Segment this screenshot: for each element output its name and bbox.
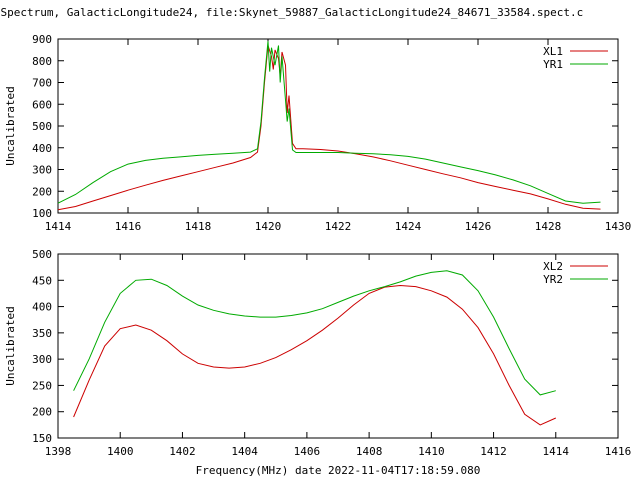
x-tick-label: 1422 [325, 220, 352, 233]
x-tick-label: 1430 [605, 220, 632, 233]
chart-panel-1: 1414 1416 1418 1420 1422 1424 1426 1428 1430 100 2… [4, 33, 631, 233]
y-tick-label: 400 [32, 301, 52, 314]
series-line-yr2 [73, 270, 556, 396]
x-tick-label: 1406 [294, 445, 321, 458]
y-tick-label: 200 [32, 185, 52, 198]
y-axis-label: Uncalibrated [4, 306, 17, 385]
x-tick-label: 1404 [231, 445, 258, 458]
x-tick-label: 1420 [255, 220, 282, 233]
x-tick-label: 1398 [45, 445, 72, 458]
y-tick-label: 100 [32, 207, 52, 220]
legend-label-xl2: XL2 [543, 260, 563, 273]
x-tick-label: 1410 [418, 445, 445, 458]
legend-label-yr2: YR2 [543, 273, 563, 286]
y-tick-label: 900 [32, 33, 52, 46]
x-tick-label: 1426 [465, 220, 492, 233]
x-tick-label: 1416 [605, 445, 632, 458]
series-line-xl2 [73, 284, 557, 426]
y-tick-label: 800 [32, 55, 52, 68]
y-tick-label: 500 [32, 248, 52, 261]
x-tick-label: 1400 [107, 445, 134, 458]
y-tick-label: 300 [32, 353, 52, 366]
legend-label-yr1: YR1 [543, 58, 563, 71]
y-tick-label: 250 [32, 379, 52, 392]
y-tick-label: 300 [32, 164, 52, 177]
y-tick-label: 350 [32, 327, 52, 340]
x-tick-label: 1418 [185, 220, 212, 233]
y-tick-label: 700 [32, 77, 52, 90]
legend-label-xl1: XL1 [543, 45, 563, 58]
y-tick-label: 600 [32, 98, 52, 111]
y-tick-label: 450 [32, 274, 52, 287]
chart-title: RES Spectrum, GalacticLongitude24, file:… [0, 6, 583, 19]
x-tick-label: 1414 [543, 445, 570, 458]
x-tick-label: 1416 [115, 220, 142, 233]
x-tick-label: 1412 [480, 445, 507, 458]
x-tick-label: 1424 [395, 220, 422, 233]
y-tick-label: 150 [32, 432, 52, 445]
x-axis-label: Frequency(MHz) date 2022-11-04T17:18:59.… [196, 464, 481, 477]
y-tick-label: 400 [32, 142, 52, 155]
y-tick-label: 500 [32, 120, 52, 133]
series-line-yr1 [57, 41, 601, 204]
plot-frame [57, 253, 619, 439]
x-tick-label: 1408 [356, 445, 383, 458]
y-tick-label: 200 [32, 406, 52, 419]
x-tick-label: 1414 [45, 220, 72, 233]
series-line-xl1 [57, 45, 601, 211]
y-axis-label: Uncalibrated [4, 86, 17, 165]
x-tick-label: 1402 [169, 445, 196, 458]
x-tick-label: 1428 [535, 220, 562, 233]
chart-panel-2: 1398 1400 1402 1404 1406 1408 1410 1412 1414 1416… [4, 248, 631, 477]
